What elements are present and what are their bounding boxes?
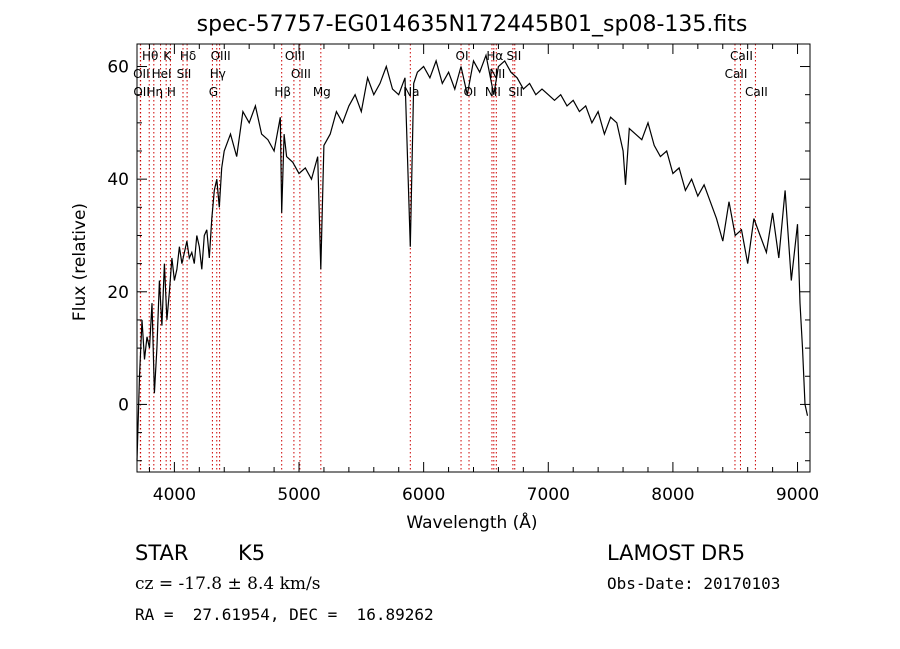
line-label: HeI [152,67,172,81]
line-markers [139,44,756,472]
line-label: CaII [725,67,748,81]
survey-label: LAMOST DR5 [607,541,746,565]
plot-frame [136,43,811,473]
object-class: STAR [135,541,189,565]
line-label: Na [403,85,419,99]
line-label: CaII [730,49,753,63]
x-axis-label: Wavelength (Å) [406,511,537,533]
spectrum-series-line [136,53,809,461]
line-label: OIII [291,67,311,81]
y-tick-label: 40 [107,170,129,190]
line-label: Hδ [180,49,196,63]
line-label: Hα [486,49,503,63]
line-label: CaII [745,85,768,99]
line-label: K [163,49,172,63]
x-axis: 4000 5000 6000 7000 8000 9000 [148,44,819,505]
x-tick-label: 5000 [277,485,320,505]
line-label: OII [133,67,150,81]
object-subclass: K5 [238,541,266,565]
line-label: Hγ [210,67,226,81]
line-label: Hθ [142,49,158,63]
cz-readout: cz = -17.8 ± 8.4 km/s [135,574,321,594]
line-label: OI [456,49,469,63]
line-label: SII [508,85,523,99]
x-tick-label: 6000 [402,485,445,505]
line-label: Hη [147,85,164,99]
y-tick-label: 60 [107,58,129,78]
x-tick-label: 4000 [153,485,196,505]
y-tick-label: 0 [118,395,129,415]
x-tick-label: 8000 [651,485,694,505]
obs-date: Obs-Date: 20170103 [607,574,781,593]
line-label: Mg [313,85,331,99]
y-axis-label: Flux (relative) [70,203,90,321]
line-annotations: Hθ K Hδ OIII OIII OI Hα SII CaII OII HeI SII Hγ OIII N… [133,49,768,99]
y-tick-label: 20 [107,283,129,303]
line-label: Hβ [274,85,291,99]
line-label: H [167,85,176,99]
line-label: SII [177,67,192,81]
chart-title: spec-57757-EG014635N172445B01_sp08-135.f… [197,12,748,37]
line-label: G [209,85,218,99]
line-label: OI [464,85,477,99]
x-tick-label: 7000 [527,485,570,505]
x-tick-label: 9000 [776,485,819,505]
line-label: OIII [211,49,231,63]
ra-dec-readout: RA = 27.61954, DEC = 16.89262 [135,605,434,624]
y-axis: 0 20 40 60 [107,58,810,462]
line-label: SII [507,49,522,63]
line-label: OIII [285,49,305,63]
